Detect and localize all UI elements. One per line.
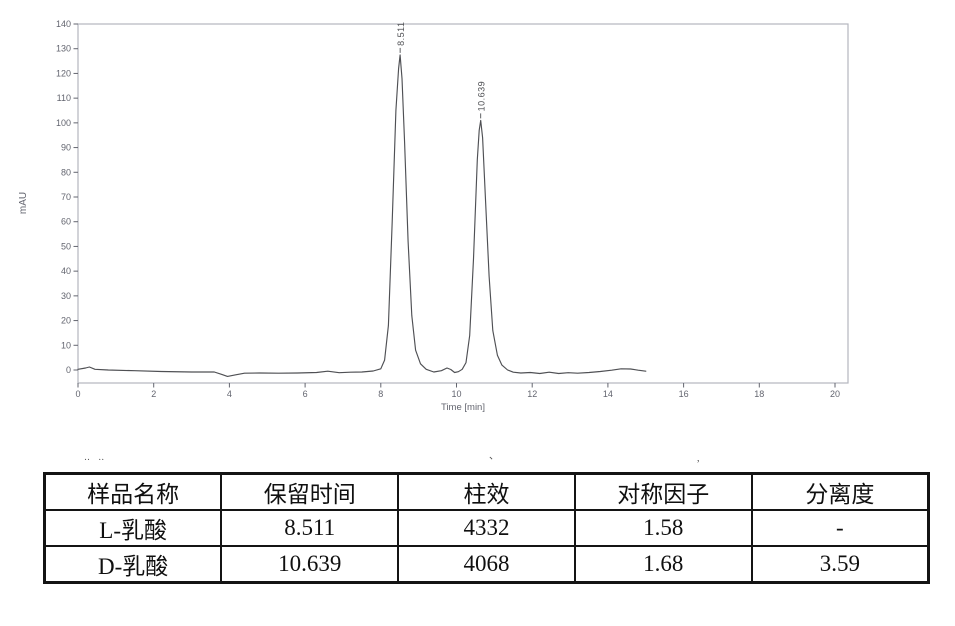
x-tick-label: 16: [679, 389, 689, 399]
results-table: 样品名称 保留时间 柱效 对称因子 分离度 L-乳酸 8.511 4332 1.58- D-乳酸…: [43, 472, 930, 584]
plot-border: [77, 23, 849, 384]
y-tick-label: 110: [57, 93, 71, 103]
x-tick-label: 2: [151, 389, 156, 399]
x-tick-label: 20: [830, 389, 840, 399]
x-tick-label: 10: [451, 389, 461, 399]
y-tick-label: 140: [56, 19, 71, 29]
y-tick-label: 30: [61, 291, 71, 301]
table-header-cell: 柱效: [397, 472, 576, 511]
table-cell: -: [750, 509, 930, 547]
y-tick-label: 40: [61, 266, 71, 276]
peak-label: 10.639: [477, 81, 487, 112]
chromatogram-svg: 0 10 20 30 40 50 60 70 80 90 100 110 120 130 140 0 2 4 6 8 1…: [18, 19, 849, 413]
results-table-body: L-乳酸 8.511 4332 1.58- D-乳酸 10.639 4068 1.68 3.59: [43, 509, 930, 584]
table-header-cell: 样品名称: [43, 472, 223, 511]
table-cell: 1.68: [573, 545, 753, 584]
clipped-text-fragment-right: ,: [697, 453, 700, 464]
y-tick-label: 50: [61, 241, 71, 251]
table-row: L-乳酸 8.511 4332 1.58-: [43, 509, 930, 547]
clipped-text-fragment-left: ‥ ‥: [84, 452, 108, 462]
table-cell: 1.58: [573, 509, 753, 547]
clipped-text-fragment-middle: 、: [489, 451, 499, 462]
chromatogram: 0 10 20 30 40 50 60 70 80 90 100 110 120 130 140 0 2 4 6 8 1…: [18, 19, 849, 413]
x-tick-label: 6: [303, 389, 308, 399]
table-header-cell: 对称因子: [573, 472, 753, 511]
y-tick-label: 20: [61, 316, 71, 326]
y-tick-label: 0: [66, 365, 71, 375]
x-tick-label: 14: [603, 389, 613, 399]
y-tick-label: 70: [61, 192, 71, 202]
table-header-cell: 分离度: [750, 472, 930, 511]
chromatogram-trace: [77, 54, 647, 377]
table-row: D-乳酸 10.639 4068 1.68 3.59: [43, 545, 930, 584]
y-tick-label: 10: [61, 340, 71, 350]
y-tick-label: 120: [56, 68, 71, 78]
x-tick-label: 8: [378, 389, 383, 399]
y-tick-label: 80: [61, 167, 71, 177]
table-cell: D-乳酸: [43, 545, 223, 584]
table-cell: 3.59: [750, 545, 930, 584]
y-tick-label: 130: [56, 44, 71, 54]
x-tick-label: 0: [75, 389, 80, 399]
results-table-head: 样品名称 保留时间 柱效 对称因子 分离度: [43, 472, 930, 511]
y-tick-label: 60: [61, 217, 71, 227]
y-tick-label: 100: [56, 118, 71, 128]
table-cell: 4332: [397, 509, 576, 547]
x-tick-label: 12: [527, 389, 537, 399]
peak-label: 8.511: [396, 22, 406, 46]
y-axis-title: mAU: [18, 192, 29, 214]
table-header-cell: 保留时间: [220, 472, 400, 511]
table-cell: 4068: [397, 545, 576, 584]
table-cell: 8.511: [220, 509, 400, 547]
table-cell: L-乳酸: [43, 509, 223, 547]
x-tick-label: 18: [754, 389, 764, 399]
x-axis-title: Time [min]: [441, 402, 485, 413]
table-header-row: 样品名称 保留时间 柱效 对称因子 分离度: [43, 472, 930, 511]
x-tick-label: 4: [227, 389, 232, 399]
table-cell: 10.639: [220, 545, 400, 584]
y-tick-label: 90: [61, 143, 71, 153]
